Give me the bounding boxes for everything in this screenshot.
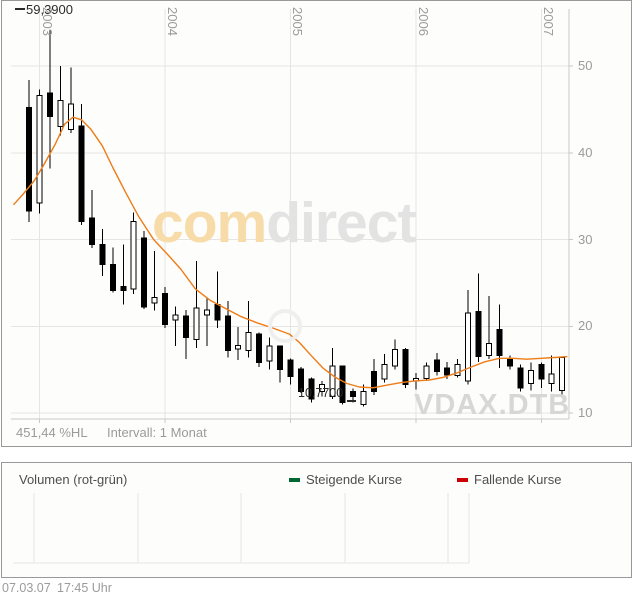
candle-body-up (172, 314, 179, 321)
footer-time: 17:45 Uhr (57, 581, 112, 595)
comdirect-ring-watermark (268, 309, 302, 343)
candle-body-down (506, 358, 513, 367)
legend-rising-prices: Steigende Kurse (289, 472, 402, 487)
candle-body-up (486, 343, 492, 357)
footer-date: 07.03.07 (2, 581, 51, 595)
candle-body-up (381, 363, 388, 380)
candle-body-down (47, 92, 54, 117)
candle-body-down (26, 107, 33, 212)
period-high-marker: 59,3900 (15, 3, 73, 16)
candle-body-down (402, 349, 409, 385)
candle-body-down (517, 367, 524, 389)
candle-body-down (308, 378, 315, 400)
candle-body-down (277, 345, 283, 371)
candle-body-down (141, 237, 148, 308)
candle-body-up (559, 356, 566, 391)
y-tick-label: 20 (578, 318, 593, 334)
candle-body-down (162, 292, 169, 326)
rising-prices-swatch (289, 477, 300, 482)
year-label: 2003 (39, 7, 55, 36)
candle-body-down (256, 333, 263, 364)
candle-body-up (318, 383, 325, 392)
candle-body-down (109, 264, 116, 292)
candle-body-up (193, 307, 200, 340)
candle-body-up (130, 220, 137, 290)
rising-prices-label: Steigende Kurse (306, 472, 403, 487)
candle-body-down (444, 367, 451, 376)
year-label: 2007 (541, 7, 557, 36)
period-low-marker: 10,7700 (298, 386, 357, 402)
candle-body-down (475, 311, 482, 358)
candle-body-down (433, 359, 440, 372)
year-label: 2006 (415, 7, 431, 36)
symbol-watermark: VDAX.DTB (414, 389, 571, 421)
candle-body-up (391, 349, 398, 367)
candlestick-chart (11, 9, 573, 423)
high-marker-dash (15, 8, 25, 10)
candle-body-down (339, 365, 346, 404)
candle-body-down (78, 125, 85, 222)
volume-panel: Volumen (rot-grün) Steigende Kurse Falle… (1, 462, 632, 578)
period-low-value: 10,7700 (298, 386, 344, 400)
volume-chart-area (13, 493, 470, 564)
candle-body-down (120, 285, 127, 292)
candle-body-down (538, 363, 545, 380)
price-chart-panel: comdirect VDAX.DTB 59,3900 10,7700 451,4… (1, 0, 632, 447)
period-high-value: 59,3900 (26, 2, 73, 17)
low-marker-dash (347, 400, 357, 402)
candle-body-down (371, 370, 378, 392)
candle-body-up (329, 365, 336, 398)
falling-prices-swatch (457, 477, 468, 482)
candle-body-up (548, 373, 555, 385)
y-tick-label: 10 (578, 405, 593, 420)
candle-body-up (266, 345, 273, 362)
candle-body-down (297, 368, 304, 392)
candle-body-up (423, 365, 430, 379)
candle-body-up (465, 312, 472, 382)
falling-prices-label: Fallende Kurse (474, 472, 562, 487)
candle-body-down (88, 217, 95, 246)
year-label: 2004 (165, 7, 181, 36)
y-tick-label: 30 (578, 231, 593, 247)
candle-body-down (496, 329, 503, 357)
candle-body-down (214, 304, 221, 321)
candle-body-up (245, 331, 252, 352)
volume-title: Volumen (rot-grün) (19, 472, 128, 487)
comdirect-watermark: comdirect (152, 191, 416, 255)
candle-body-up (527, 369, 534, 385)
candle-body-down (99, 244, 106, 266)
candle-body-up (151, 297, 158, 304)
y-tick-label: 40 (578, 144, 593, 160)
comdirect-watermark-direct: direct (266, 191, 416, 255)
percent-hl-label: 451,44 %HL (16, 425, 88, 440)
candle-body-up (57, 100, 64, 128)
candle-body-down (224, 315, 231, 352)
comdirect-watermark-com: com (152, 191, 267, 255)
candle-body-down (182, 315, 189, 339)
y-tick-label: 50 (578, 58, 593, 73)
candle-body-up (235, 344, 242, 350)
interval-label: Intervall: 1 Monat (107, 425, 207, 440)
candle-body-down (287, 359, 294, 378)
candle-body-up (360, 390, 367, 405)
candle-body-up (454, 363, 461, 377)
candle-body-up (36, 94, 43, 204)
legend-falling-prices: Fallende Kurse (457, 472, 561, 487)
year-label: 2005 (290, 7, 306, 36)
candle-body-down (350, 390, 357, 398)
candle-body-up (203, 309, 210, 316)
